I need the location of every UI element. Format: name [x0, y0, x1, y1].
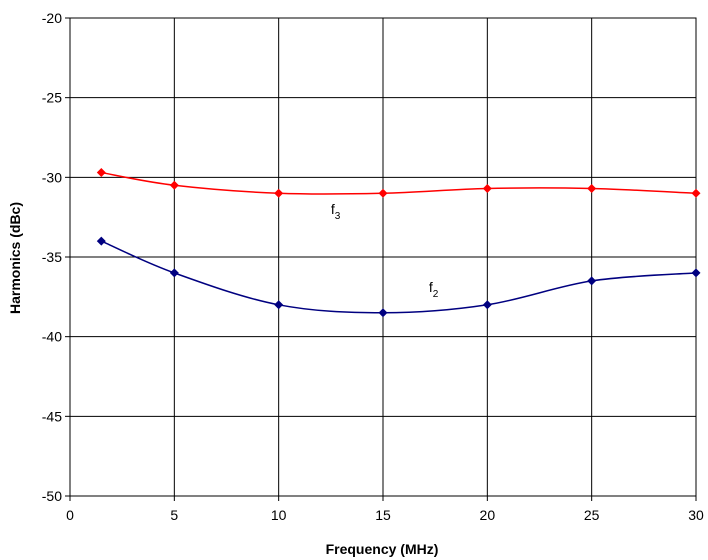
- series-f2: [96, 236, 701, 318]
- data-point-f2: [482, 300, 492, 310]
- x-tick-label: 0: [66, 507, 74, 523]
- series-label-main: f: [429, 279, 433, 295]
- y-tick-label: -40: [42, 329, 62, 345]
- x-tick-label: 20: [480, 507, 496, 523]
- data-point-f3: [96, 168, 106, 178]
- data-point-f3: [691, 188, 701, 198]
- tick-labels: 0 5 10 15 20 25 30 -20 -25 -30 -35 -40 -45 -50: [42, 10, 704, 523]
- data-point-f2: [378, 308, 388, 318]
- y-tick-label: -45: [42, 408, 62, 424]
- data-point-f3: [587, 183, 597, 193]
- series-f3: [96, 168, 701, 198]
- series-label-subscript: 2: [433, 289, 439, 300]
- data-point-f2: [691, 268, 701, 278]
- x-tick-label: 30: [688, 507, 704, 523]
- y-tick-label: -50: [42, 488, 62, 504]
- data-point-f2: [169, 268, 179, 278]
- x-tick-label: 10: [271, 507, 287, 523]
- data-point-f3: [482, 183, 492, 193]
- y-tick-label: -20: [42, 10, 62, 26]
- data-point-f3: [378, 188, 388, 198]
- x-tick-label: 15: [375, 507, 391, 523]
- y-tick-label: -25: [42, 90, 62, 106]
- y-axis-title: Harmonics (dBc): [7, 202, 23, 314]
- data-point-f2: [96, 236, 106, 246]
- y-tick-label: -35: [42, 249, 62, 265]
- series-label-main: f: [331, 201, 335, 217]
- data-point-f2: [587, 276, 597, 286]
- y-tick-label: -30: [42, 169, 62, 185]
- series-label-f3: f3: [331, 201, 341, 222]
- data-point-f3: [274, 188, 284, 198]
- chart-grid: [65, 17, 697, 501]
- series-label-subscript: 3: [335, 211, 341, 222]
- x-tick-label: 5: [170, 507, 178, 523]
- data-point-f2: [274, 300, 284, 310]
- series-label-f2: f2: [429, 279, 439, 300]
- data-point-f3: [169, 180, 179, 190]
- series-layer: [96, 168, 701, 318]
- x-tick-label: 25: [584, 507, 600, 523]
- x-axis-title: Frequency (MHz): [326, 541, 439, 557]
